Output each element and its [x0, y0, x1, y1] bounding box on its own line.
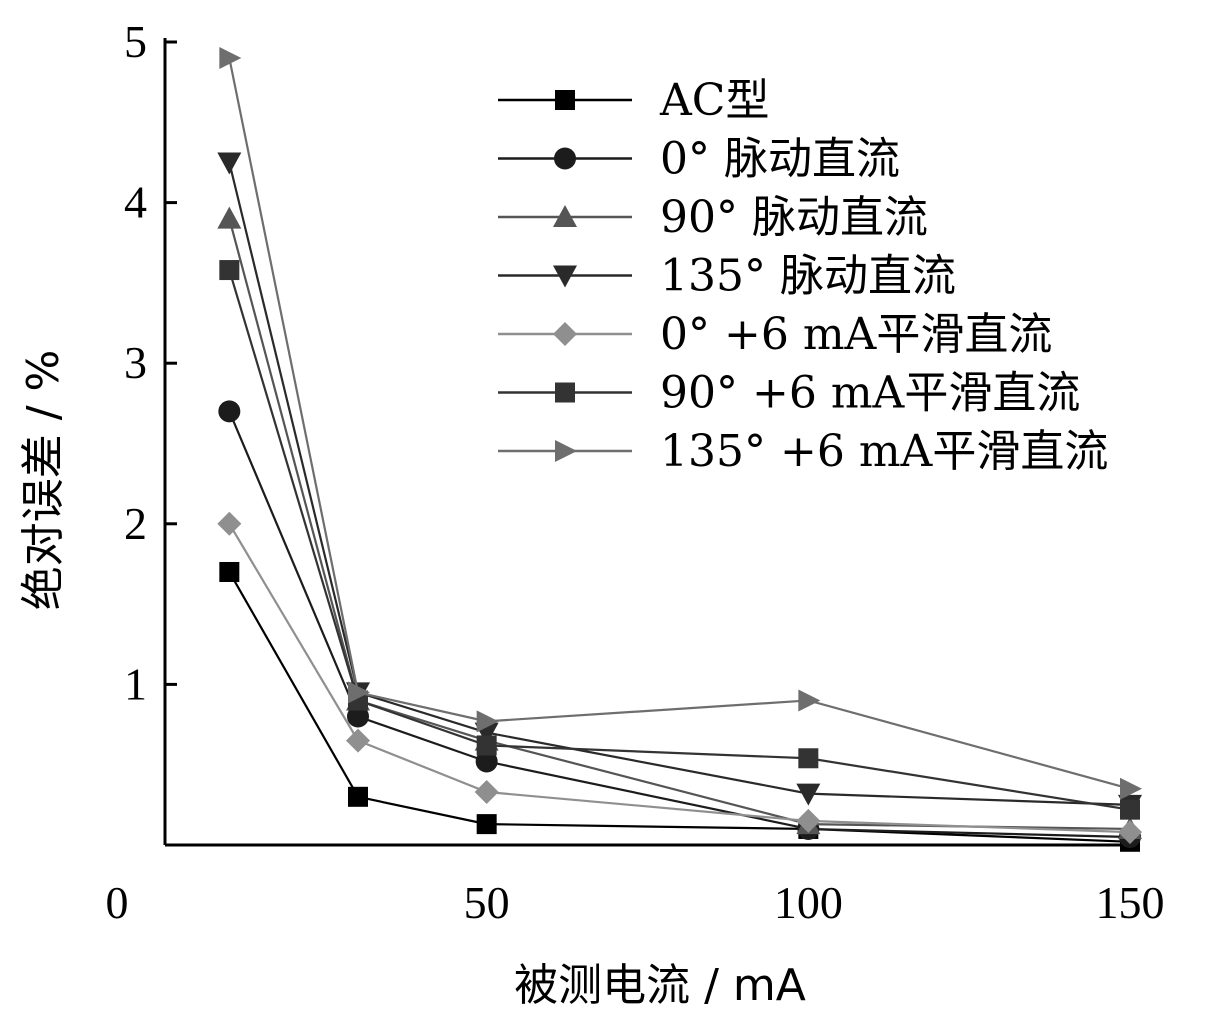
legend-marker: [553, 205, 577, 227]
legend-item: 0° 脉动直流: [498, 134, 900, 185]
data-point: [476, 814, 497, 835]
data-point: [476, 710, 499, 733]
data-point: [1120, 799, 1140, 820]
data-point: [798, 689, 821, 712]
series-layer: [217, 47, 1142, 852]
legend-marker: [555, 382, 575, 403]
legend: AC型 0° 脉动直流 90° 脉动直流 135° 脉动直流 0° +6 mA平滑直流 9…: [498, 75, 1108, 477]
x-tick-label: 0: [106, 877, 129, 928]
series-line: [228, 523, 1131, 834]
data-point: [476, 735, 497, 756]
legend-label: 135° 脉动直流: [660, 251, 956, 302]
legend-marker: [555, 440, 577, 462]
y-axis-title: 绝对误差 / %: [18, 350, 69, 611]
y-tick-label: 4: [124, 177, 147, 228]
data-point: [219, 561, 240, 582]
y-tick-label: 3: [124, 337, 147, 388]
data-point: [796, 783, 821, 806]
x-axis-title: 被测电流 / mA: [514, 960, 806, 1011]
data-point: [1118, 820, 1142, 845]
legend-item: 135° +6 mA平滑直流: [498, 426, 1108, 477]
legend-marker: [555, 90, 575, 110]
data-point: [798, 748, 819, 769]
x-tick-label: 150: [1096, 877, 1165, 928]
legend-marker: [553, 265, 577, 288]
data-point: [217, 511, 242, 536]
legend-item: 90° +6 mA平滑直流: [498, 368, 1080, 419]
legend-label: 0° +6 mA平滑直流: [660, 309, 1052, 360]
data-point: [219, 260, 240, 281]
data-point: [1120, 777, 1142, 800]
legend-label: 90° +6 mA平滑直流: [660, 368, 1080, 419]
data-point: [474, 780, 499, 805]
data-point: [348, 786, 368, 807]
data-point: [348, 681, 370, 704]
legend-marker: [554, 147, 576, 170]
series-7: [219, 47, 1142, 800]
data-point: [796, 808, 821, 833]
legend-item: 90° 脉动直流: [498, 192, 928, 243]
y-tick-label: 1: [124, 658, 147, 709]
legend-label: 0° 脉动直流: [660, 134, 900, 185]
data-point: [218, 400, 241, 423]
legend-item: AC型: [498, 75, 769, 126]
series-6: [219, 260, 1140, 820]
legend-item: 135° 脉动直流: [498, 251, 956, 302]
data-point: [217, 206, 242, 229]
x-tick-label: 50: [464, 877, 510, 928]
data-point: [219, 47, 242, 70]
legend-label: AC型: [659, 75, 769, 126]
data-point: [347, 705, 369, 728]
legend-item: 0° +6 mA平滑直流: [498, 309, 1052, 360]
legend-label: 135° +6 mA平滑直流: [660, 426, 1108, 477]
legend-label: 90° 脉动直流: [660, 192, 928, 243]
series-5: [217, 511, 1142, 845]
series-2: [218, 400, 1141, 848]
x-tick-label: 100: [774, 877, 843, 928]
y-tick-label: 5: [124, 16, 147, 67]
y-tick-label: 2: [124, 498, 147, 549]
legend-marker: [553, 322, 577, 346]
data-point: [475, 750, 498, 773]
data-point: [346, 728, 370, 753]
data-point: [217, 152, 242, 175]
